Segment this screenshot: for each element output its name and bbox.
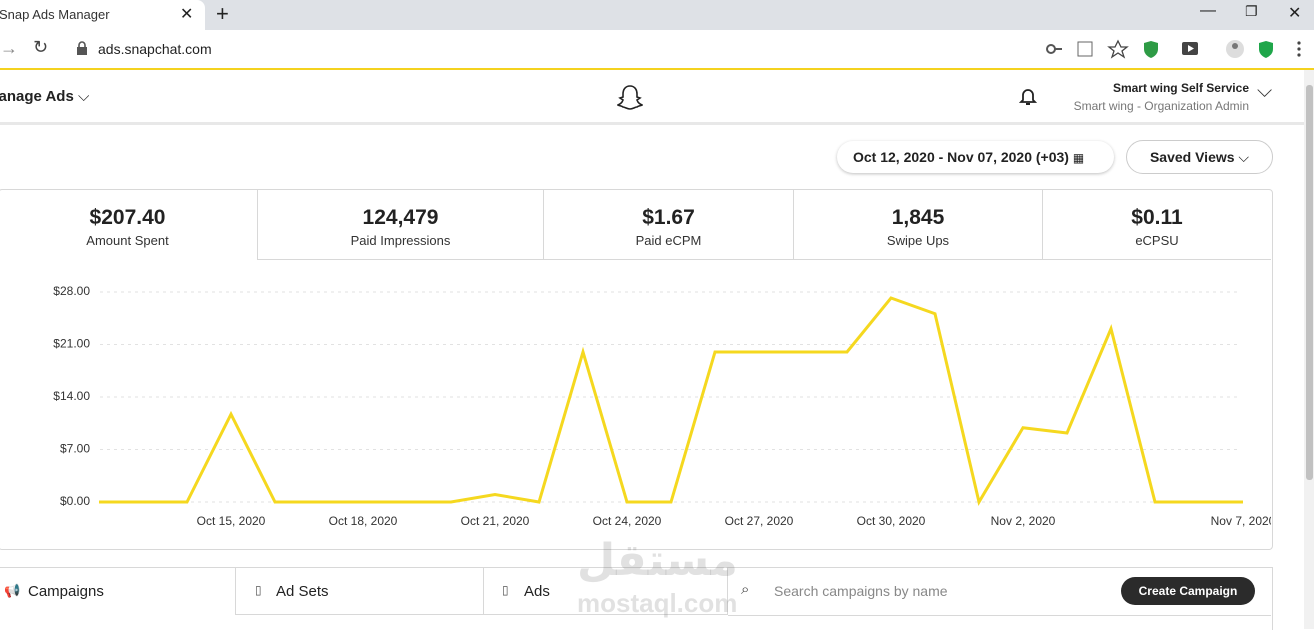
- saved-views-label: Saved Views: [1149, 149, 1235, 165]
- y-tick-label: $7.00: [60, 442, 90, 456]
- tab-label: Ad Sets: [276, 583, 329, 600]
- metric-value: $1.67: [642, 206, 695, 229]
- metric[interactable]: $207.40 Amount Spent: [0, 190, 258, 260]
- new-tab[interactable]: +: [216, 1, 229, 26]
- metric-label: Paid Impressions: [350, 233, 451, 248]
- reload[interactable]: ↻: [33, 37, 49, 57]
- metric-value: $0.11: [1131, 206, 1183, 229]
- create-campaign[interactable]: Create Campaign: [1121, 577, 1255, 605]
- close-tab[interactable]: ✕: [180, 6, 194, 23]
- chart-card: [0, 189, 1273, 550]
- browser-tab[interactable]: [0, 0, 205, 30]
- divider: [728, 615, 1271, 616]
- date-range: Oct 12, 2020 - Nov 07, 2020 (+03): [853, 149, 1069, 165]
- close-window[interactable]: ✕: [1288, 5, 1302, 22]
- forward[interactable]: →: [0, 38, 18, 58]
- metric[interactable]: 1,845 Swipe Ups: [794, 190, 1043, 260]
- y-tick-label: $21.00: [53, 337, 90, 351]
- ad-icon: ▯: [502, 583, 509, 597]
- chart: $0.00 $7.00 $14.00 $21.00 $28.00 Oct 15, 2020…: [53, 284, 1271, 528]
- x-tick-label: Nov 2, 2020: [991, 514, 1056, 528]
- y-tick-label: $0.00: [60, 494, 90, 508]
- account-name: Smart wing Self Service: [1112, 81, 1249, 95]
- menu[interactable]: Manage Ads ⌵: [0, 88, 89, 105]
- saved-views[interactable]: Saved Views ⌵: [1126, 140, 1273, 174]
- x-tick-label: Oct 18, 2020: [329, 514, 398, 528]
- x-tick-label: Oct 27, 2020: [725, 514, 794, 528]
- app-header: [0, 70, 1304, 125]
- url[interactable]: ads.snapchat.com: [98, 41, 212, 57]
- search-input[interactable]: Search campaigns by name: [774, 583, 948, 599]
- metric-label: Swipe Ups: [886, 233, 950, 248]
- x-tick-label: Oct 24, 2020: [593, 514, 662, 528]
- notifications[interactable]: [1019, 88, 1037, 106]
- scrollbar-thumb[interactable]: [1306, 85, 1313, 480]
- account-menu[interactable]: ⌵: [1257, 80, 1273, 102]
- metric-label: Amount Spent: [86, 233, 169, 248]
- metric[interactable]: $1.67 Paid eCPM: [544, 190, 794, 260]
- tab[interactable]: Ad Sets: [236, 568, 484, 615]
- tab[interactable]: Ads: [484, 568, 728, 615]
- lock-icon: [77, 41, 87, 55]
- tab[interactable]: Campaigns: [0, 568, 236, 615]
- x-tick-label: Oct 21, 2020: [461, 514, 530, 528]
- browser-icons: [1046, 39, 1301, 59]
- metric-value: 124,479: [362, 206, 439, 229]
- adset-icon: ▯: [255, 583, 262, 597]
- tab-label: Ads: [524, 583, 550, 600]
- address-bar: [0, 30, 1314, 70]
- x-tick-label: Oct 15, 2020: [197, 514, 266, 528]
- x-tick-label: Oct 30, 2020: [857, 514, 926, 528]
- search-icon: ⌕: [741, 581, 750, 598]
- metric-label: eCPSU: [1135, 233, 1179, 248]
- metric[interactable]: $0.11 eCPSU: [1043, 190, 1271, 260]
- tab-label: Campaigns: [28, 583, 104, 600]
- x-tick-label: Nov 7, 2020: [1211, 514, 1271, 528]
- watermark-latin: mostaql.com: [577, 588, 738, 618]
- metric[interactable]: 124,479 Paid Impressions: [258, 190, 544, 260]
- metric-value: $207.40: [89, 206, 166, 229]
- snap-logo: [617, 85, 643, 110]
- watermark-arabic: مستقل: [577, 536, 738, 585]
- tab-strip: [0, 0, 1314, 30]
- restore[interactable]: ❐: [1245, 3, 1258, 19]
- y-tick-label: $14.00: [53, 389, 90, 403]
- line: [99, 296, 1243, 506]
- table-panel: [0, 567, 1273, 630]
- campaign-icon: 📢: [4, 583, 21, 598]
- y-tick-label: $28.00: [53, 284, 90, 298]
- metric-value: 1,845: [891, 206, 945, 229]
- tab-title: Snap Ads Manager: [0, 7, 110, 22]
- menu-label: Manage Ads: [0, 88, 74, 105]
- metric-label: Paid eCPM: [635, 233, 702, 248]
- account-role: Smart wing - Organization Admin: [1073, 99, 1249, 113]
- minimize[interactable]: —: [1200, 2, 1216, 19]
- date-picker[interactable]: Oct 12, 2020 - Nov 07, 2020 (+03) ▦: [837, 141, 1114, 173]
